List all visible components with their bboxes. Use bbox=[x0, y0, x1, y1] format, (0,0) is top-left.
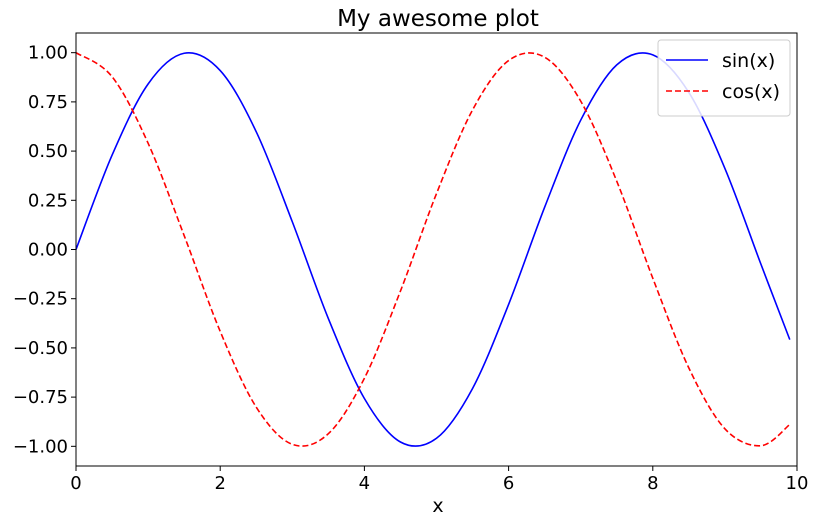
y-tick-label: 0.75 bbox=[28, 92, 68, 113]
x-tick-label: 8 bbox=[647, 473, 658, 494]
x-tick-label: 4 bbox=[359, 473, 370, 494]
y-tick-label: −0.75 bbox=[13, 387, 68, 408]
x-tick-label: 10 bbox=[786, 473, 809, 494]
x-tick-label: 2 bbox=[214, 473, 225, 494]
y-axis-ticks: 1.00 0.75 0.50 0.25 0.00 −0.25 −0.50 −0.75 −1.00 bbox=[13, 43, 76, 457]
y-tick-label: 0.50 bbox=[28, 141, 68, 162]
y-tick-label: 0.25 bbox=[28, 190, 68, 211]
x-axis-ticks: 0 2 4 6 8 10 bbox=[70, 466, 808, 494]
legend-box bbox=[657, 39, 791, 117]
chart-title: My awesome plot bbox=[337, 6, 539, 32]
legend-label: sin(x) bbox=[722, 50, 775, 72]
y-tick-label: −1.00 bbox=[13, 436, 68, 457]
y-tick-label: 0.00 bbox=[28, 240, 68, 261]
y-tick-label: −0.25 bbox=[13, 289, 68, 310]
x-axis-label: x bbox=[432, 495, 443, 517]
x-tick-label: 6 bbox=[503, 473, 514, 494]
x-tick-label: 0 bbox=[70, 473, 81, 494]
legend: sin(x) cos(x) bbox=[657, 39, 791, 117]
y-tick-label: −0.50 bbox=[13, 338, 68, 359]
y-tick-label: 1.00 bbox=[28, 43, 68, 64]
series-line-2 bbox=[75, 51, 791, 447]
legend-label: cos(x) bbox=[722, 81, 780, 103]
